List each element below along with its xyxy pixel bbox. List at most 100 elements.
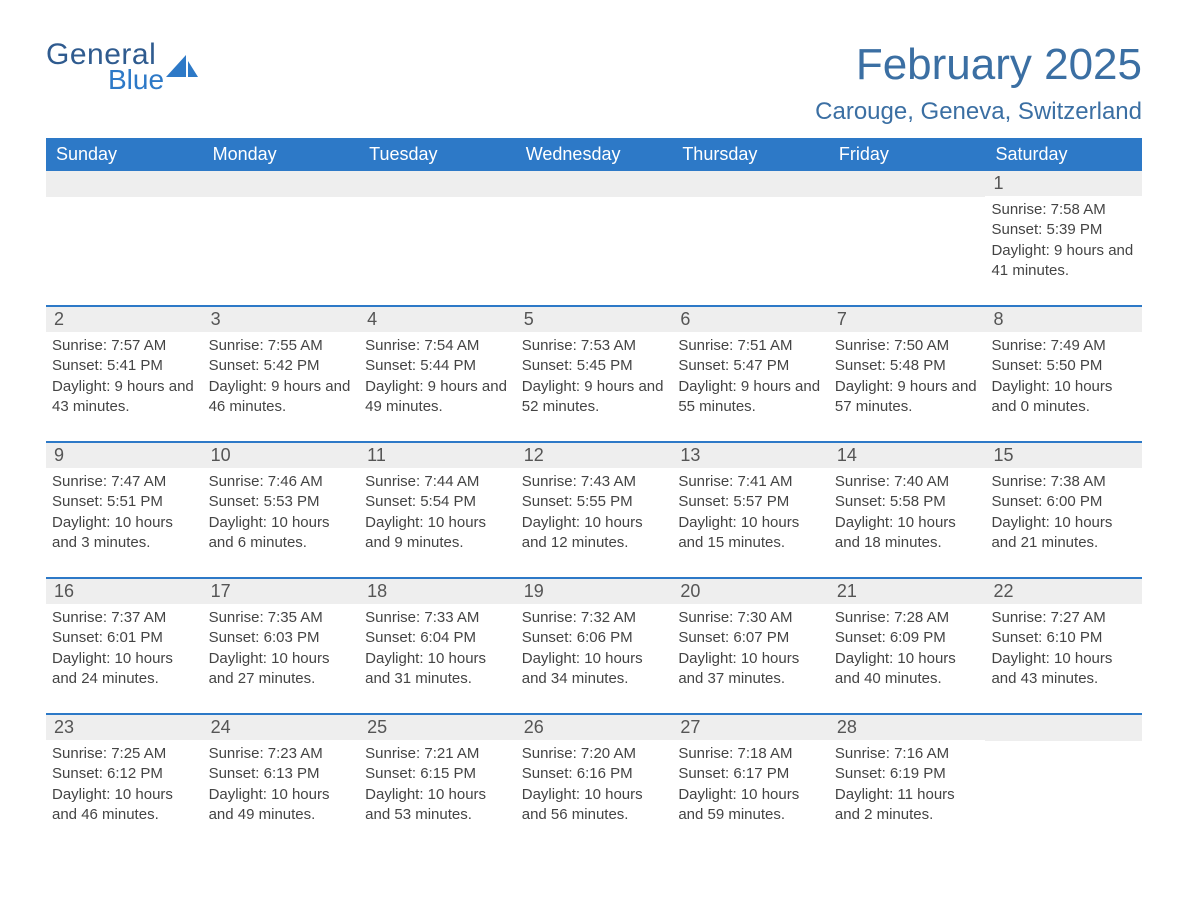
day-number: 16	[54, 581, 74, 601]
day-number: 13	[680, 445, 700, 465]
day-number-row: 26	[516, 715, 673, 740]
calendar: Sunday Monday Tuesday Wednesday Thursday…	[46, 138, 1142, 825]
day-daylight: Daylight: 9 hours and 55 minutes.	[678, 377, 823, 418]
day-daylight: Daylight: 9 hours and 52 minutes.	[522, 377, 667, 418]
calendar-day: 5Sunrise: 7:53 AMSunset: 5:45 PMDaylight…	[516, 307, 673, 417]
day-number-row: 25	[359, 715, 516, 740]
day-sunrise: Sunrise: 7:18 AM	[678, 744, 823, 764]
day-number-row: 12	[516, 443, 673, 468]
logo-text-blue: Blue	[108, 66, 164, 94]
day-number-row	[203, 171, 360, 197]
day-sunset: Sunset: 6:12 PM	[52, 764, 197, 784]
day-number-row: 10	[203, 443, 360, 468]
day-number: 28	[837, 717, 857, 737]
day-number: 26	[524, 717, 544, 737]
calendar-day: 28Sunrise: 7:16 AMSunset: 6:19 PMDayligh…	[829, 715, 986, 825]
day-number-row: 24	[203, 715, 360, 740]
day-body	[209, 197, 354, 201]
day-sunrise: Sunrise: 7:28 AM	[835, 608, 980, 628]
day-sunrise: Sunrise: 7:33 AM	[365, 608, 510, 628]
day-sunrise: Sunrise: 7:27 AM	[991, 608, 1136, 628]
calendar-day: 9Sunrise: 7:47 AMSunset: 5:51 PMDaylight…	[46, 443, 203, 553]
day-number: 4	[367, 309, 377, 329]
day-daylight: Daylight: 10 hours and 6 minutes.	[209, 513, 354, 554]
calendar-day: 23Sunrise: 7:25 AMSunset: 6:12 PMDayligh…	[46, 715, 203, 825]
day-number: 10	[211, 445, 231, 465]
day-daylight: Daylight: 9 hours and 57 minutes.	[835, 377, 980, 418]
calendar-day: 10Sunrise: 7:46 AMSunset: 5:53 PMDayligh…	[203, 443, 360, 553]
day-number: 22	[993, 581, 1013, 601]
day-number-row: 16	[46, 579, 203, 604]
day-sunset: Sunset: 5:41 PM	[52, 356, 197, 376]
weekday-label: Saturday	[985, 138, 1142, 171]
calendar-day: 27Sunrise: 7:18 AMSunset: 6:17 PMDayligh…	[672, 715, 829, 825]
day-sunrise: Sunrise: 7:30 AM	[678, 608, 823, 628]
day-number: 14	[837, 445, 857, 465]
day-body: Sunrise: 7:57 AMSunset: 5:41 PMDaylight:…	[52, 332, 197, 417]
day-sunset: Sunset: 5:53 PM	[209, 492, 354, 512]
day-number-row: 27	[672, 715, 829, 740]
day-body	[678, 197, 823, 201]
day-number: 19	[524, 581, 544, 601]
day-daylight: Daylight: 10 hours and 15 minutes.	[678, 513, 823, 554]
day-body: Sunrise: 7:53 AMSunset: 5:45 PMDaylight:…	[522, 332, 667, 417]
day-body: Sunrise: 7:40 AMSunset: 5:58 PMDaylight:…	[835, 468, 980, 553]
day-number: 27	[680, 717, 700, 737]
day-sunrise: Sunrise: 7:25 AM	[52, 744, 197, 764]
header: General Blue February 2025 Carouge, Gene…	[46, 40, 1142, 126]
day-number-row: 4	[359, 307, 516, 332]
calendar-day: 11Sunrise: 7:44 AMSunset: 5:54 PMDayligh…	[359, 443, 516, 553]
day-daylight: Daylight: 10 hours and 27 minutes.	[209, 649, 354, 690]
day-number: 2	[54, 309, 64, 329]
day-sunrise: Sunrise: 7:38 AM	[991, 472, 1136, 492]
calendar-day: 6Sunrise: 7:51 AMSunset: 5:47 PMDaylight…	[672, 307, 829, 417]
day-daylight: Daylight: 10 hours and 59 minutes.	[678, 785, 823, 826]
day-daylight: Daylight: 10 hours and 0 minutes.	[991, 377, 1136, 418]
calendar-day: 13Sunrise: 7:41 AMSunset: 5:57 PMDayligh…	[672, 443, 829, 553]
day-sunset: Sunset: 5:54 PM	[365, 492, 510, 512]
day-body: Sunrise: 7:33 AMSunset: 6:04 PMDaylight:…	[365, 604, 510, 689]
day-daylight: Daylight: 11 hours and 2 minutes.	[835, 785, 980, 826]
day-daylight: Daylight: 10 hours and 31 minutes.	[365, 649, 510, 690]
calendar-week: 1Sunrise: 7:58 AMSunset: 5:39 PMDaylight…	[46, 171, 1142, 281]
day-daylight: Daylight: 9 hours and 43 minutes.	[52, 377, 197, 418]
calendar-day	[203, 171, 360, 281]
day-number-row: 9	[46, 443, 203, 468]
day-number-row: 17	[203, 579, 360, 604]
day-body: Sunrise: 7:23 AMSunset: 6:13 PMDaylight:…	[209, 740, 354, 825]
day-number-row: 19	[516, 579, 673, 604]
location: Carouge, Geneva, Switzerland	[815, 98, 1142, 126]
day-body: Sunrise: 7:38 AMSunset: 6:00 PMDaylight:…	[991, 468, 1136, 553]
calendar-day: 1Sunrise: 7:58 AMSunset: 5:39 PMDaylight…	[985, 171, 1142, 281]
day-sunset: Sunset: 6:13 PM	[209, 764, 354, 784]
day-sunset: Sunset: 5:55 PM	[522, 492, 667, 512]
day-body	[52, 197, 197, 201]
calendar-day	[985, 715, 1142, 825]
day-body: Sunrise: 7:28 AMSunset: 6:09 PMDaylight:…	[835, 604, 980, 689]
day-number-row: 20	[672, 579, 829, 604]
calendar-day	[516, 171, 673, 281]
day-number-row: 2	[46, 307, 203, 332]
day-sunset: Sunset: 6:00 PM	[991, 492, 1136, 512]
day-body: Sunrise: 7:35 AMSunset: 6:03 PMDaylight:…	[209, 604, 354, 689]
day-daylight: Daylight: 10 hours and 49 minutes.	[209, 785, 354, 826]
day-body: Sunrise: 7:50 AMSunset: 5:48 PMDaylight:…	[835, 332, 980, 417]
day-sunset: Sunset: 6:10 PM	[991, 628, 1136, 648]
day-sunrise: Sunrise: 7:49 AM	[991, 336, 1136, 356]
day-sunset: Sunset: 6:01 PM	[52, 628, 197, 648]
day-sunset: Sunset: 5:45 PM	[522, 356, 667, 376]
day-daylight: Daylight: 10 hours and 24 minutes.	[52, 649, 197, 690]
day-daylight: Daylight: 10 hours and 37 minutes.	[678, 649, 823, 690]
day-number-row: 7	[829, 307, 986, 332]
day-body: Sunrise: 7:54 AMSunset: 5:44 PMDaylight:…	[365, 332, 510, 417]
day-body: Sunrise: 7:21 AMSunset: 6:15 PMDaylight:…	[365, 740, 510, 825]
day-sunset: Sunset: 6:16 PM	[522, 764, 667, 784]
calendar-day	[829, 171, 986, 281]
day-sunrise: Sunrise: 7:43 AM	[522, 472, 667, 492]
day-body: Sunrise: 7:43 AMSunset: 5:55 PMDaylight:…	[522, 468, 667, 553]
day-body: Sunrise: 7:47 AMSunset: 5:51 PMDaylight:…	[52, 468, 197, 553]
day-sunrise: Sunrise: 7:57 AM	[52, 336, 197, 356]
day-body: Sunrise: 7:20 AMSunset: 6:16 PMDaylight:…	[522, 740, 667, 825]
day-sunset: Sunset: 5:58 PM	[835, 492, 980, 512]
day-body: Sunrise: 7:49 AMSunset: 5:50 PMDaylight:…	[991, 332, 1136, 417]
